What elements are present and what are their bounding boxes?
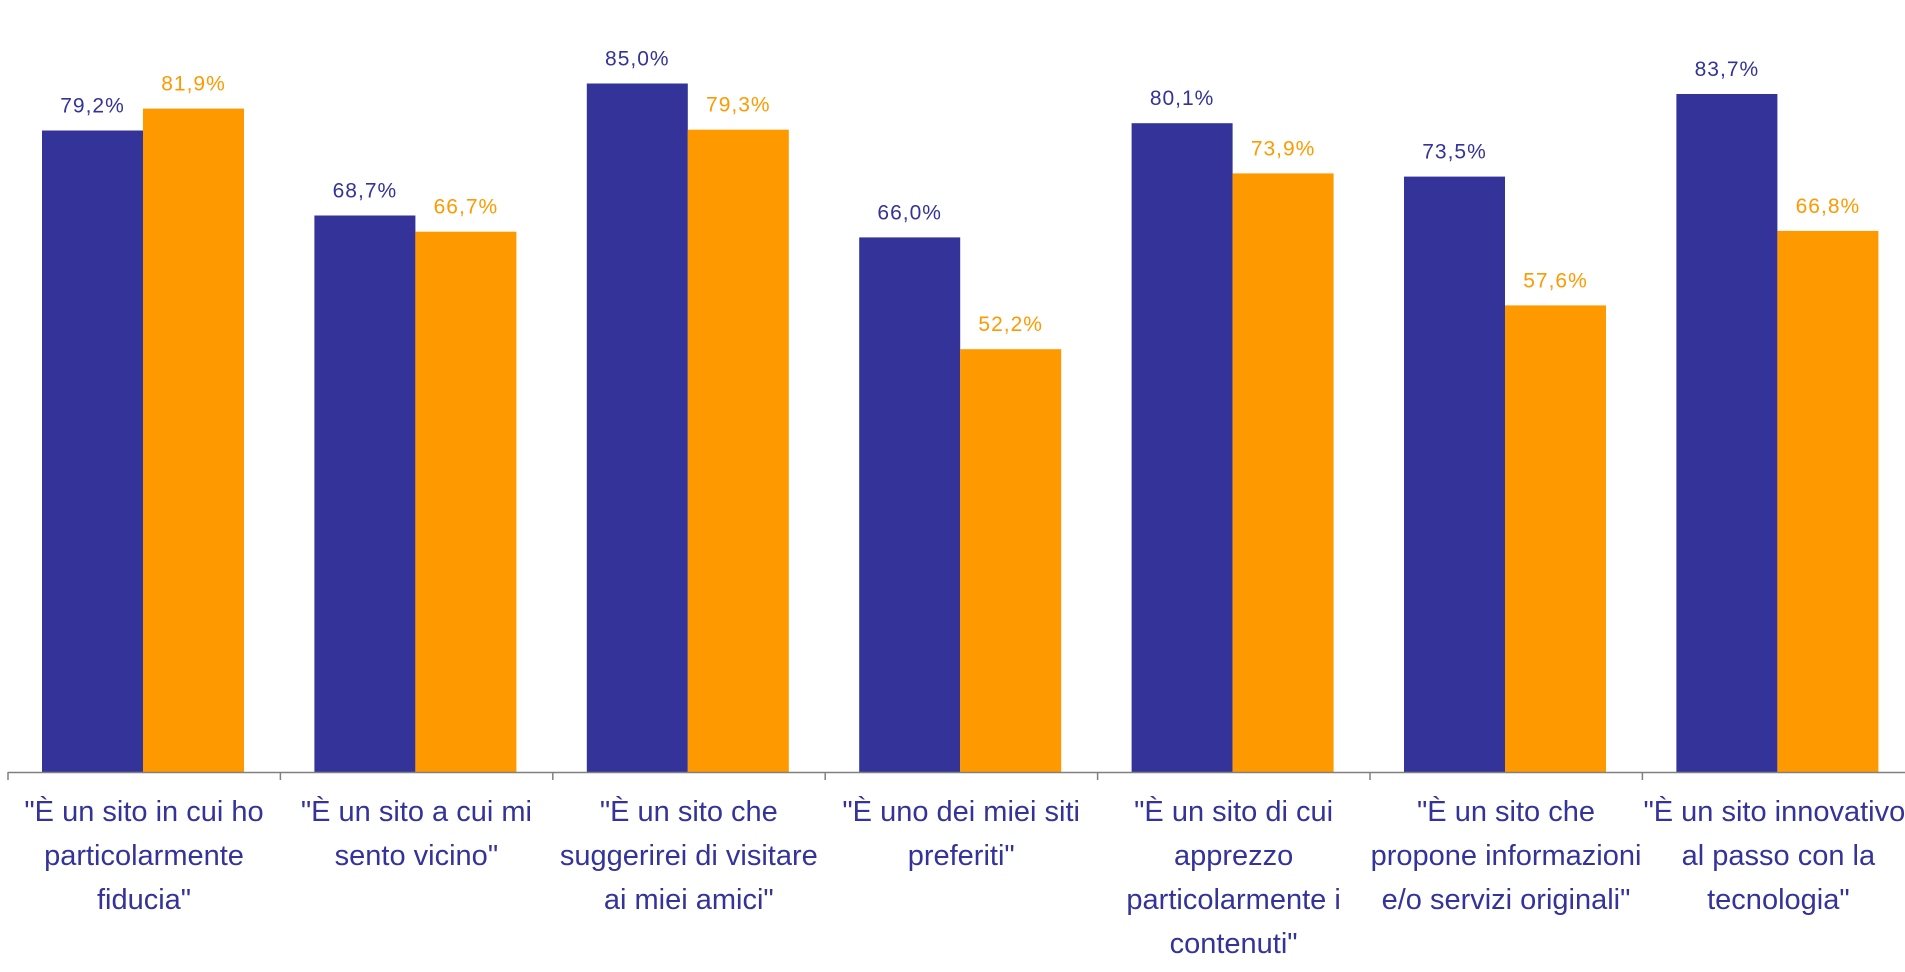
bar-series1-cat6 [1404,176,1505,773]
bar-series1-cat7 [1676,94,1778,772]
data-label-series2-cat1: 81,9% [161,73,226,96]
bar-series1-cat4 [859,237,961,772]
bar-series2-cat2 [415,231,517,772]
bar-series2-cat7 [1777,230,1879,772]
data-label-series2-cat4: 52,2% [978,313,1043,336]
category-label-5: "È un sito di cui apprezzo particolarmen… [1126,796,1341,960]
bars-group [42,83,1879,773]
chart-plot-area: 79,2% 81,9% 68,7% 66,7% 85,0% 79,3% 66,0% 52,2%… [7,48,1905,780]
data-label-series1-cat2: 68,7% [333,180,398,203]
data-label-series1-cat4: 66,0% [877,201,942,224]
data-label-series2-cat2: 66,7% [434,196,499,219]
category-label-1: "È un sito in cui ho particolarmente fid… [24,796,264,916]
x-axis [7,771,1905,780]
bar-series1-cat5 [1131,123,1233,772]
data-label-series1-cat1: 79,2% [60,95,125,118]
data-label-series2-cat6: 57,6% [1523,269,1588,292]
bar-series1-cat1 [42,130,143,772]
category-label-4: "È uno dei miei siti preferiti" [842,796,1080,872]
data-label-series2-cat7: 66,8% [1796,195,1861,218]
data-label-series1-cat7: 83,7% [1695,58,1760,81]
bar-series2-cat3 [687,129,789,772]
data-label-series1-cat6: 73,5% [1422,141,1487,164]
bar-series2-cat1 [143,108,244,773]
data-labels-group: 79,2% 81,9% 68,7% 66,7% 85,0% 79,3% 66,0% 52,2%… [60,48,1861,337]
category-label-3: "È un sito che suggerirei di visitare ai… [559,796,818,916]
bar-series2-cat5 [1232,173,1334,772]
bar-series1-cat3 [586,83,688,772]
data-label-series1-cat5: 80,1% [1150,87,1215,110]
category-labels: "È un sito in cui ho particolarmente fid… [0,790,1905,972]
category-label-7: "È un sito innovativo, al passo con la t… [1643,796,1905,916]
bar-series2-cat4 [960,349,1062,772]
data-label-series2-cat3: 79,3% [706,94,771,117]
data-label-series1-cat3: 85,0% [605,48,670,71]
bar-series1-cat2 [314,215,416,772]
category-label-2: "È un sito a cui mi sento vicino" [300,796,532,872]
bar-series2-cat6 [1505,305,1606,772]
category-label-6: "È un sito che propone informazioni e/o … [1370,796,1642,916]
data-label-series2-cat5: 73,9% [1251,137,1316,160]
